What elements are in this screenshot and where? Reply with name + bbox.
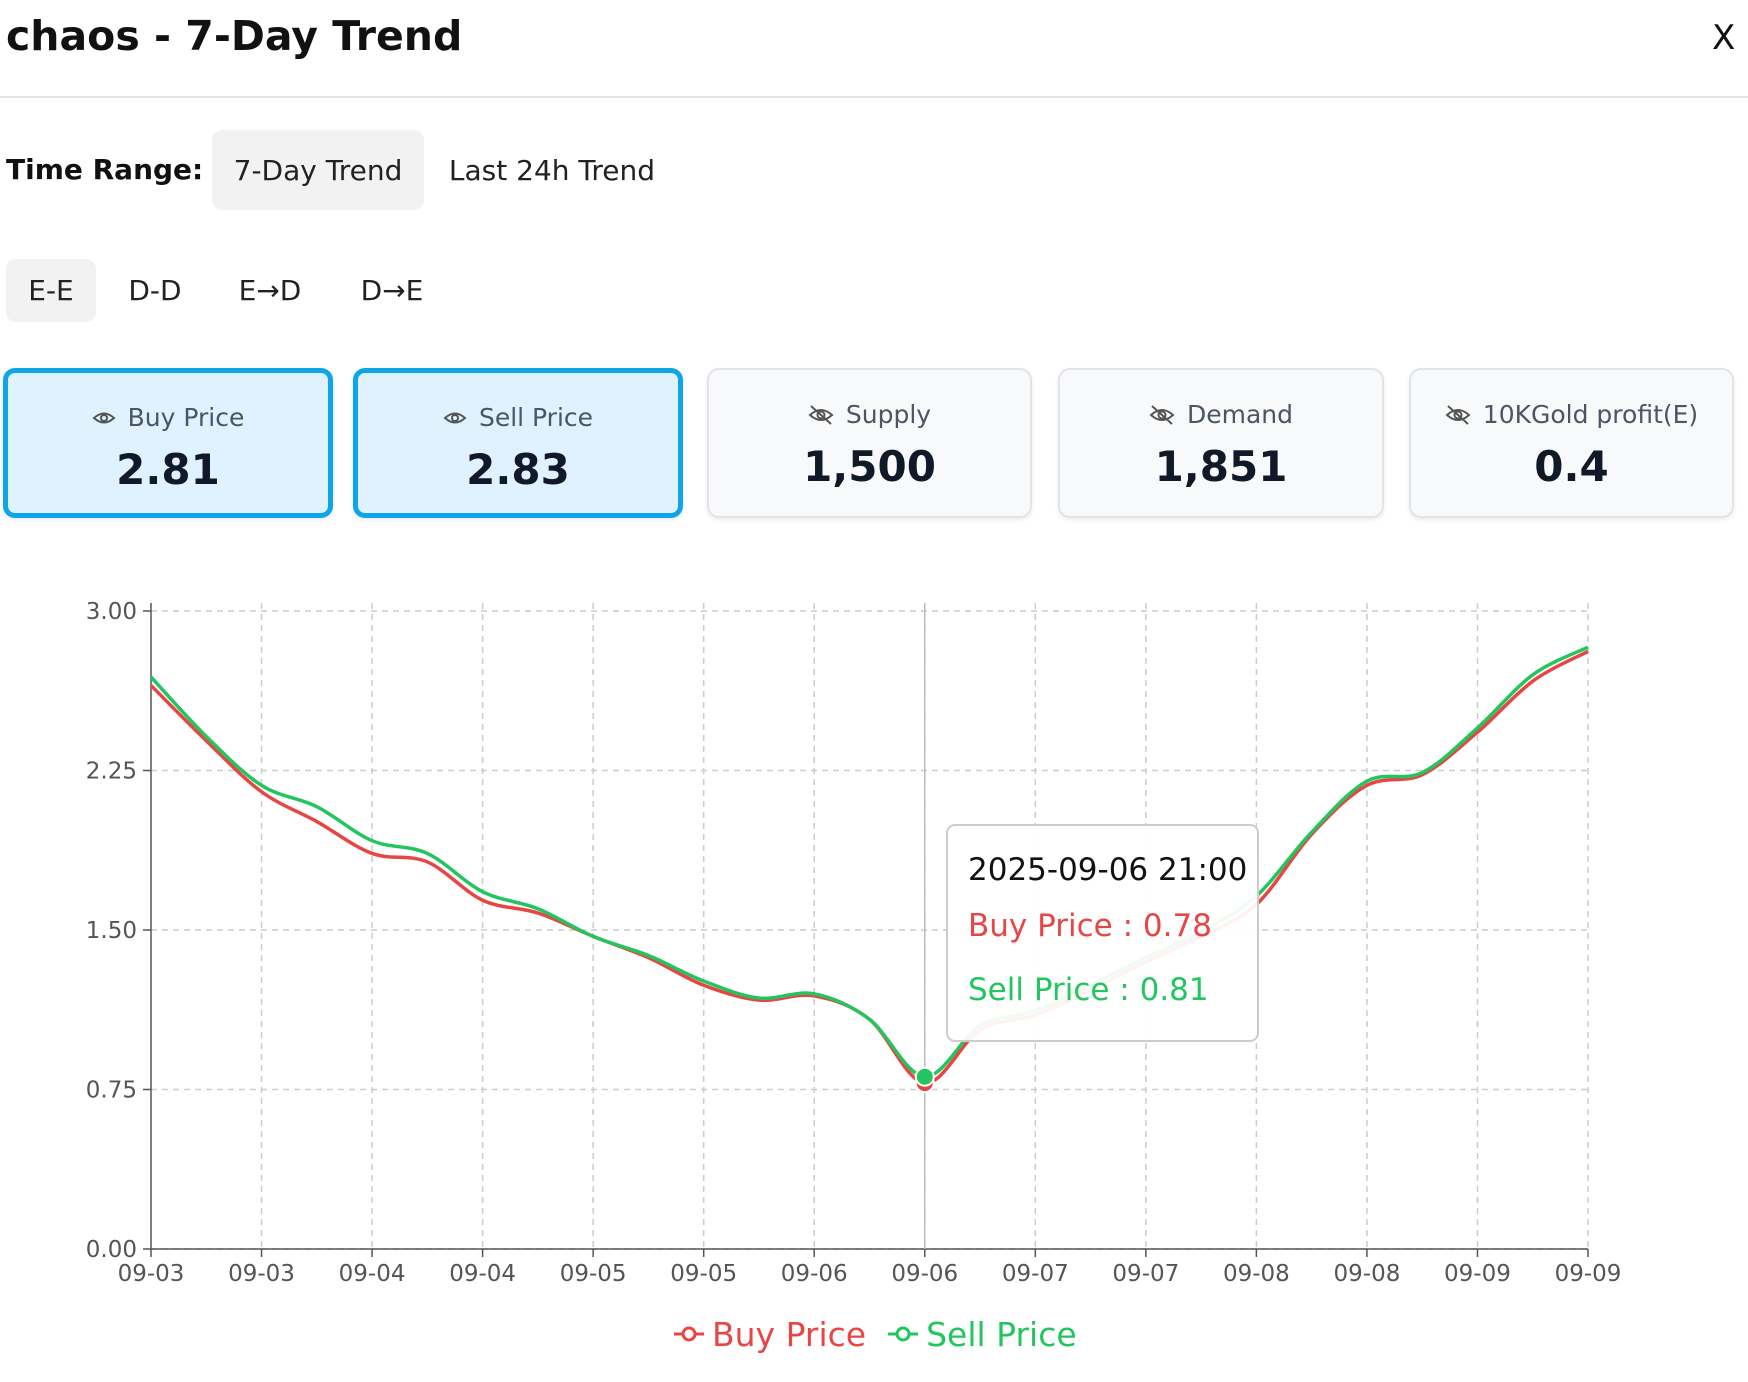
x-tick-label: 09-06 [781, 1261, 848, 1287]
card-label: Demand [1186, 400, 1294, 429]
card-value: 1,851 [1154, 442, 1288, 491]
eye-off-icon [1445, 404, 1471, 425]
tooltip-title: 2025-09-06 21:00 [968, 852, 1247, 888]
x-tick-label: 09-05 [670, 1261, 737, 1287]
mode-button[interactable]: D-D [128, 274, 182, 307]
metric-card[interactable]: Sell Price 2.83 [353, 368, 683, 518]
legend-marker [895, 1326, 911, 1342]
x-tick-label: 09-08 [1334, 1261, 1401, 1287]
metric-card[interactable]: Supply 1,500 [707, 368, 1032, 518]
card-value: 2.83 [466, 445, 570, 494]
mode-button[interactable]: D→E [360, 274, 424, 307]
card-value: 0.4 [1534, 442, 1609, 491]
tooltip-line: Buy Price : 0.78 [968, 908, 1212, 944]
x-tick-label: 09-05 [560, 1261, 627, 1287]
eye-icon [443, 412, 467, 423]
dialog-title: chaos - 7-Day Trend [6, 12, 463, 60]
mode-button[interactable]: E→D [238, 274, 302, 307]
card-label: Supply [845, 400, 932, 429]
metric-card[interactable]: 10KGold profit(E) 0.4 [1409, 368, 1734, 518]
x-tick-label: 09-03 [118, 1261, 185, 1287]
eye-off-icon [1149, 404, 1175, 425]
card-label: Buy Price [127, 403, 245, 432]
chart: 0.00 0.75 1.50 2.25 3.00 09-03 09-03 09-04 09-04… [86, 599, 1622, 1354]
metric-card[interactable]: Demand 1,851 [1058, 368, 1384, 518]
x-tick-label: 09-04 [339, 1261, 406, 1287]
eye-off-icon [808, 404, 834, 425]
mode-button[interactable]: E-E [6, 259, 96, 322]
y-tick-label: 0.00 [86, 1237, 137, 1263]
card-label: 10KGold profit(E) [1482, 400, 1699, 429]
range-button[interactable]: Last 24h Trend [448, 153, 656, 187]
x-tick-label: 09-07 [1112, 1261, 1179, 1287]
eye-icon [92, 412, 116, 423]
card-value: 2.81 [116, 445, 220, 494]
y-tick-label: 2.25 [86, 759, 137, 785]
legend-marker [681, 1326, 697, 1342]
hover-point [914, 1066, 935, 1087]
x-tick-label: 09-03 [228, 1261, 295, 1287]
x-tick-label: 09-04 [449, 1261, 516, 1287]
legend-label: Sell Price [926, 1315, 1077, 1354]
x-tick-label: 09-09 [1444, 1261, 1511, 1287]
tooltip-box [946, 824, 1259, 1042]
range-button[interactable]: 7-Day Trend [212, 130, 424, 210]
close-button[interactable]: X [1712, 18, 1736, 58]
legend-label: Buy Price [712, 1315, 866, 1354]
time-range-label: Time Range: [6, 153, 204, 186]
x-tick-label: 09-07 [1002, 1261, 1069, 1287]
tooltip-line: Sell Price : 0.81 [968, 972, 1209, 1008]
x-tick-label: 09-06 [891, 1261, 958, 1287]
metric-card[interactable]: Buy Price 2.81 [3, 368, 333, 518]
y-tick-label: 0.75 [86, 1078, 137, 1104]
separator [0, 96, 1748, 98]
y-tick-label: 1.50 [86, 918, 137, 944]
y-tick-label: 3.00 [86, 599, 137, 625]
x-tick-label: 09-08 [1223, 1261, 1290, 1287]
card-value: 1,500 [803, 442, 936, 491]
card-label: Sell Price [478, 403, 594, 432]
x-tick-label: 09-09 [1555, 1261, 1622, 1287]
series-line [149, 645, 1589, 1079]
